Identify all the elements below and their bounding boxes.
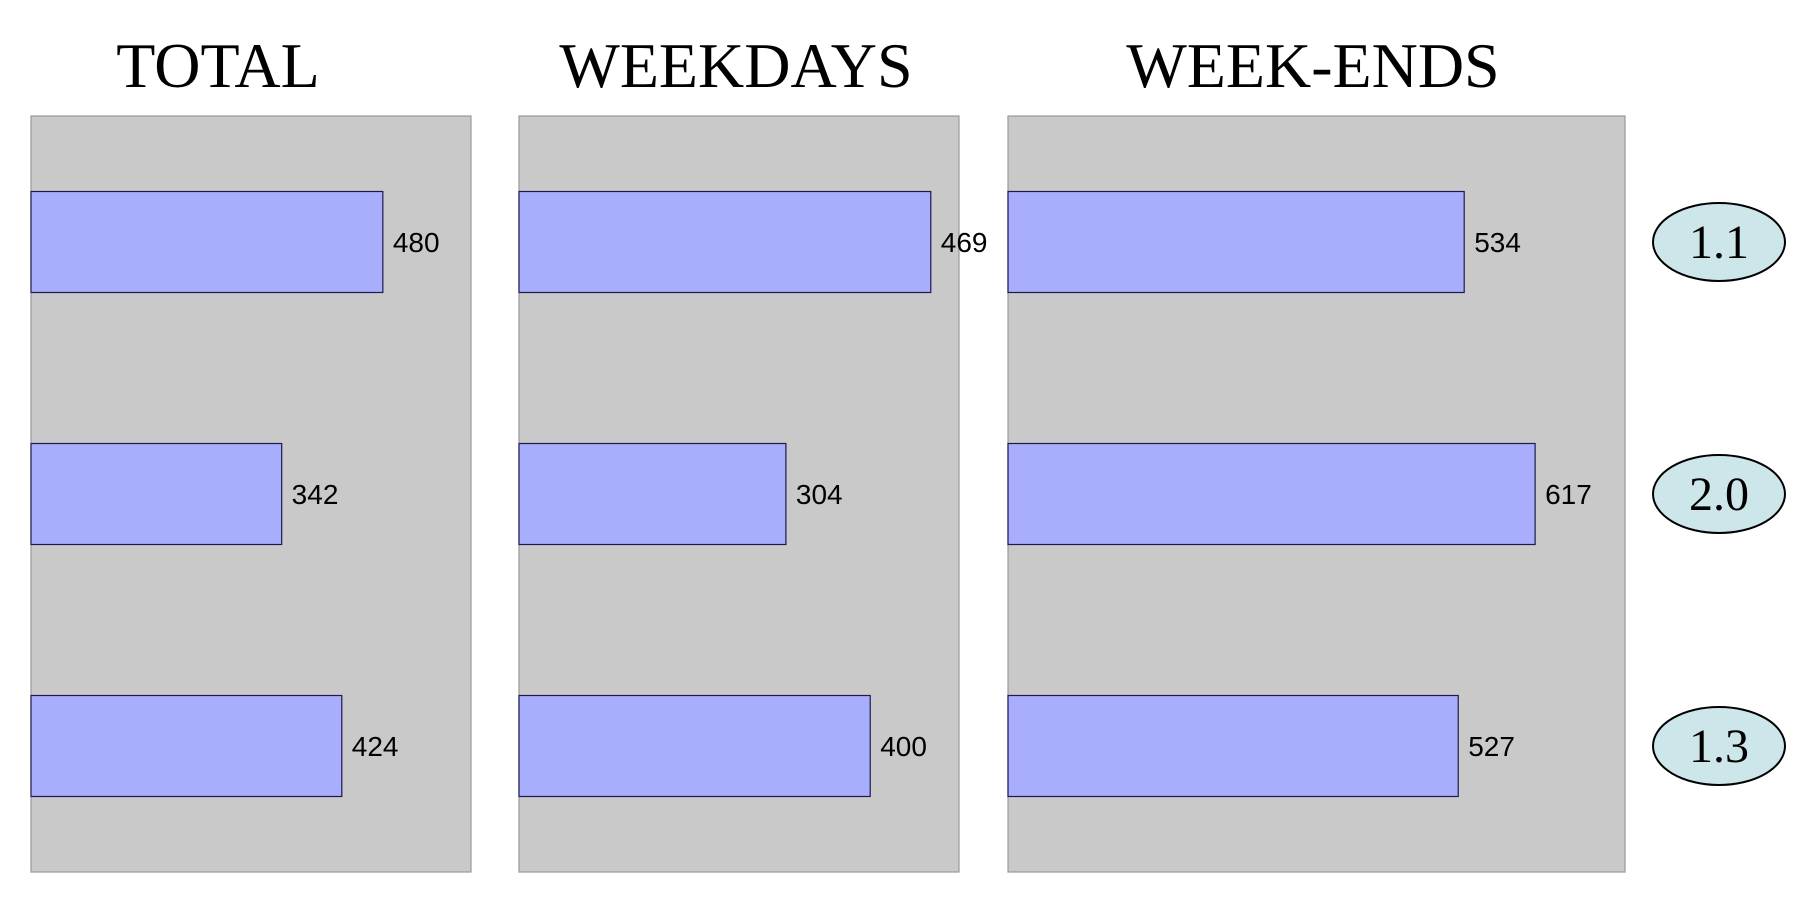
bar — [1007, 694, 1459, 798]
bar-value-label: 534 — [1474, 227, 1521, 258]
bar — [518, 190, 932, 294]
bar-value-label: 469 — [941, 227, 988, 258]
ratio-ellipse — [1652, 706, 1786, 786]
bar — [518, 442, 787, 546]
bar — [1007, 442, 1536, 546]
bar — [30, 190, 384, 294]
panel-title: TOTAL — [116, 30, 319, 101]
bar-value-label: 342 — [292, 479, 339, 510]
ratio-label: 1.3 — [1689, 720, 1749, 773]
ratio-ellipse — [1652, 454, 1786, 534]
bar — [30, 442, 283, 546]
bar-value-label: 304 — [796, 479, 843, 510]
bar-value-label: 400 — [880, 731, 927, 762]
bar-value-label: 480 — [393, 227, 440, 258]
bar-value-label: 527 — [1468, 731, 1515, 762]
ratio-label: 2.0 — [1689, 468, 1749, 521]
bar — [518, 694, 871, 798]
bar-value-label: 617 — [1545, 479, 1592, 510]
bar-value-label: 424 — [352, 731, 399, 762]
panel-title: WEEKDAYS — [559, 30, 912, 101]
ratio-label: 1.1 — [1689, 216, 1749, 269]
bar — [1007, 190, 1465, 294]
bar — [30, 694, 343, 798]
ratio-ellipse — [1652, 202, 1786, 282]
panel-title: WEEK-ENDS — [1126, 30, 1499, 101]
